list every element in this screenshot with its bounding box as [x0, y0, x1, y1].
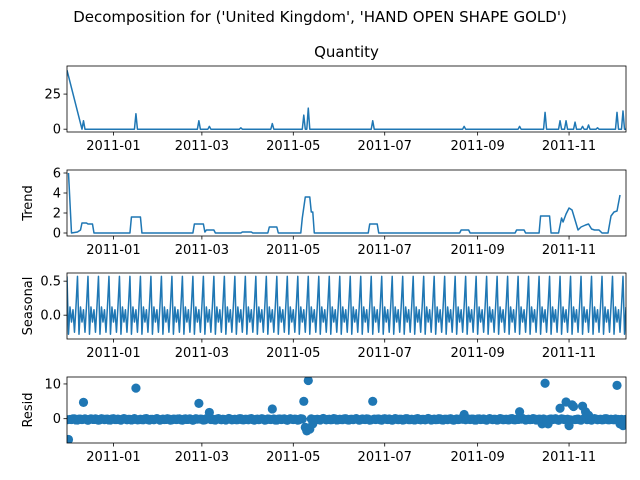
observed-series-line [67, 70, 626, 130]
seasonal-ytick-label: 0.0 [40, 309, 61, 324]
observed-xtick-label: 2011-09 [450, 139, 504, 154]
resid-point [67, 434, 74, 443]
seasonal-data [67, 275, 626, 335]
observed-ytick-label: 25 [44, 88, 61, 103]
resid-xtick-label: 2011-03 [175, 450, 229, 465]
resid-ylabel: Resid [21, 392, 36, 427]
trend-xtick-label: 2011-01 [86, 243, 140, 258]
resid-point [297, 414, 307, 424]
panel-trend: 0 2 4 6 2011-01 2011-03 2011-05 2011-07 2011-09 2… [21, 167, 627, 258]
resid-ytick-label: 10 [44, 377, 61, 392]
resid-data [67, 377, 626, 443]
observed-xtick-label: 2011-11 [542, 139, 596, 154]
observed-xtick-label: 2011-07 [358, 139, 412, 154]
resid-point [299, 396, 309, 406]
trend-data [67, 172, 621, 234]
resid-ytick-label: 0 [53, 412, 61, 427]
observed-ytick-label: 0 [53, 123, 61, 138]
resid-point [621, 414, 626, 424]
trend-series-line [67, 172, 621, 234]
seasonal-ylabel: Seasonal [21, 277, 36, 336]
resid-point [540, 378, 550, 388]
resid-point [194, 398, 204, 408]
resid-point [303, 377, 313, 386]
resid-xtick-label: 2011-07 [358, 450, 412, 465]
trend-axes-frame [66, 169, 627, 237]
seasonal-xtick-label: 2011-03 [175, 346, 229, 361]
seasonal-xtick-label: 2011-07 [358, 346, 412, 361]
resid-point [568, 401, 579, 412]
resid-point [131, 383, 141, 393]
seasonal-xtick-label: 2011-11 [542, 346, 596, 361]
trend-ylabel: Trend [21, 185, 36, 222]
observed-xtick-label: 2011-05 [266, 139, 320, 154]
resid-xtick-label: 2011-05 [266, 450, 320, 465]
seasonal-xtick-label: 2011-01 [86, 346, 140, 361]
trend-xtick-label: 2011-07 [358, 243, 412, 258]
trend-xtick-label: 2011-09 [450, 243, 504, 258]
trend-xtick-label: 2011-11 [542, 243, 596, 258]
trend-xtick-label: 2011-05 [266, 243, 320, 258]
resid-xtick-label: 2011-09 [450, 450, 504, 465]
resid-xtick-label: 2011-11 [542, 450, 596, 465]
observed-xtick-label: 2011-03 [175, 139, 229, 154]
panel-seasonal: 0.0 0.5 2011-01 2011-03 2011-05 2011-07 2011-0… [21, 272, 627, 361]
resid-point [555, 403, 565, 413]
resid-point [267, 404, 277, 414]
trend-xtick-label: 2011-03 [175, 243, 229, 258]
observed-panel-title: Quantity [314, 43, 379, 61]
resid-point [612, 380, 622, 390]
trend-ytick-label: 0 [53, 227, 61, 242]
seasonal-xtick-label: 2011-05 [266, 346, 320, 361]
seasonal-ytick-label: 0.5 [40, 275, 61, 290]
panel-observed: 0 25 2011-01 2011-03 2011-05 2011-07 2011-09 20… [44, 43, 627, 154]
observed-xtick-label: 2011-01 [86, 139, 140, 154]
resid-axes-frame [66, 376, 627, 444]
trend-ytick-label: 2 [53, 207, 61, 222]
trend-ytick-label: 4 [53, 187, 61, 202]
seasonal-series-line [67, 275, 626, 335]
resid-point [78, 397, 89, 407]
seasonal-axes-frame [66, 272, 627, 340]
figure-suptitle: Decomposition for ('United Kingdom', 'HA… [73, 8, 567, 26]
observed-axes-frame [66, 65, 627, 133]
seasonal-xtick-label: 2011-09 [450, 346, 504, 361]
trend-ytick-label: 6 [53, 167, 61, 182]
observed-data [67, 70, 626, 130]
panel-resid: 0 10 2011-01 2011-03 2011-05 2011-07 2011-09 20… [21, 376, 627, 465]
resid-xtick-label: 2011-01 [86, 450, 140, 465]
resid-point [368, 396, 378, 406]
